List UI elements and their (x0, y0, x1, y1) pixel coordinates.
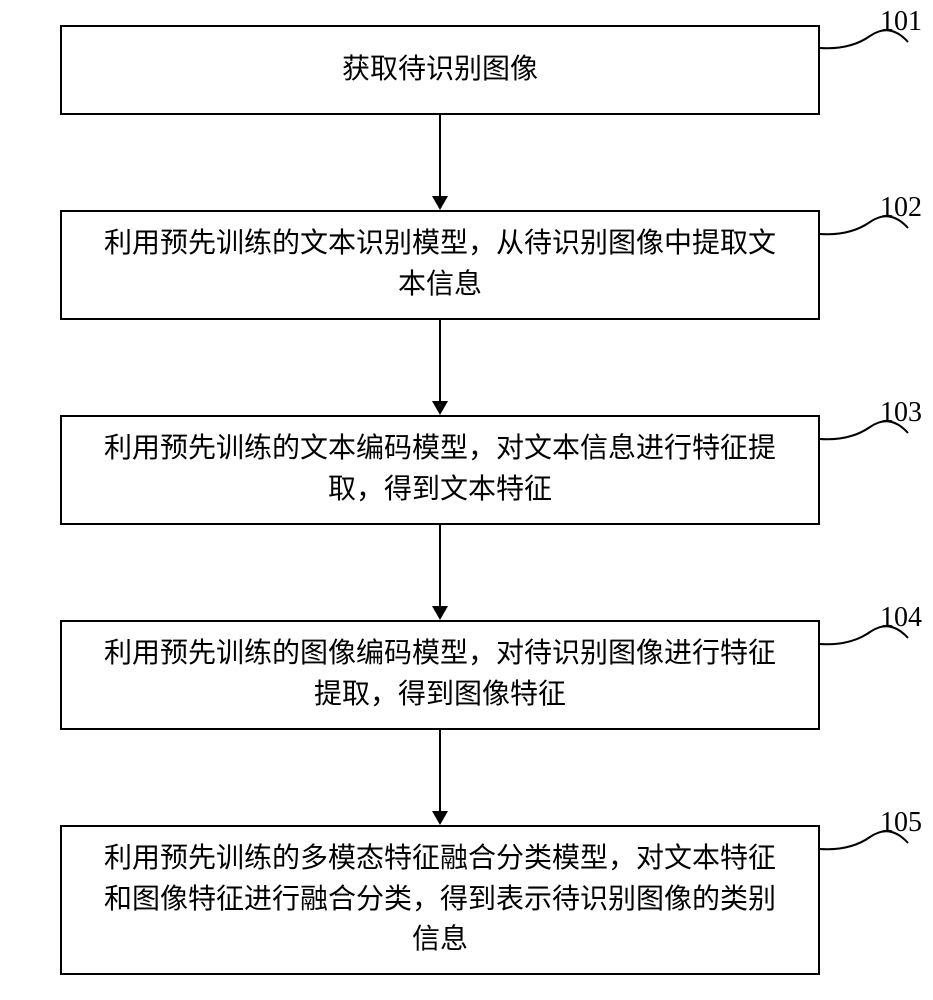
step-box-104: 利用预先训练的图像编码模型，对待识别图像进行特征提取，得到图像特征 (60, 620, 820, 730)
step-text-105: 利用预先训练的多模态特征融合分类模型，对文本特征和图像特征进行融合分类，得到表示… (102, 839, 778, 961)
step-text-101: 获取待识别图像 (342, 50, 538, 91)
step-box-103: 利用预先训练的文本编码模型，对文本信息进行特征提取，得到文本特征 (60, 415, 820, 525)
step-label-102: 102 (880, 192, 922, 224)
step-label-103: 103 (880, 397, 922, 429)
step-box-101: 获取待识别图像 (60, 25, 820, 115)
step-label-101: 101 (880, 6, 922, 38)
step-text-102: 利用预先训练的文本识别模型，从待识别图像中提取文本信息 (102, 224, 778, 305)
step-box-102: 利用预先训练的文本识别模型，从待识别图像中提取文本信息 (60, 210, 820, 320)
step-text-103: 利用预先训练的文本编码模型，对文本信息进行特征提取，得到文本特征 (102, 429, 778, 510)
flowchart-canvas: 获取待识别图像 101 利用预先训练的文本识别模型，从待识别图像中提取文本信息 … (0, 0, 933, 1000)
step-box-105: 利用预先训练的多模态特征融合分类模型，对文本特征和图像特征进行融合分类，得到表示… (60, 825, 820, 975)
step-label-104: 104 (880, 602, 922, 634)
step-text-104: 利用预先训练的图像编码模型，对待识别图像进行特征提取，得到图像特征 (102, 634, 778, 715)
step-label-105: 105 (880, 807, 922, 839)
